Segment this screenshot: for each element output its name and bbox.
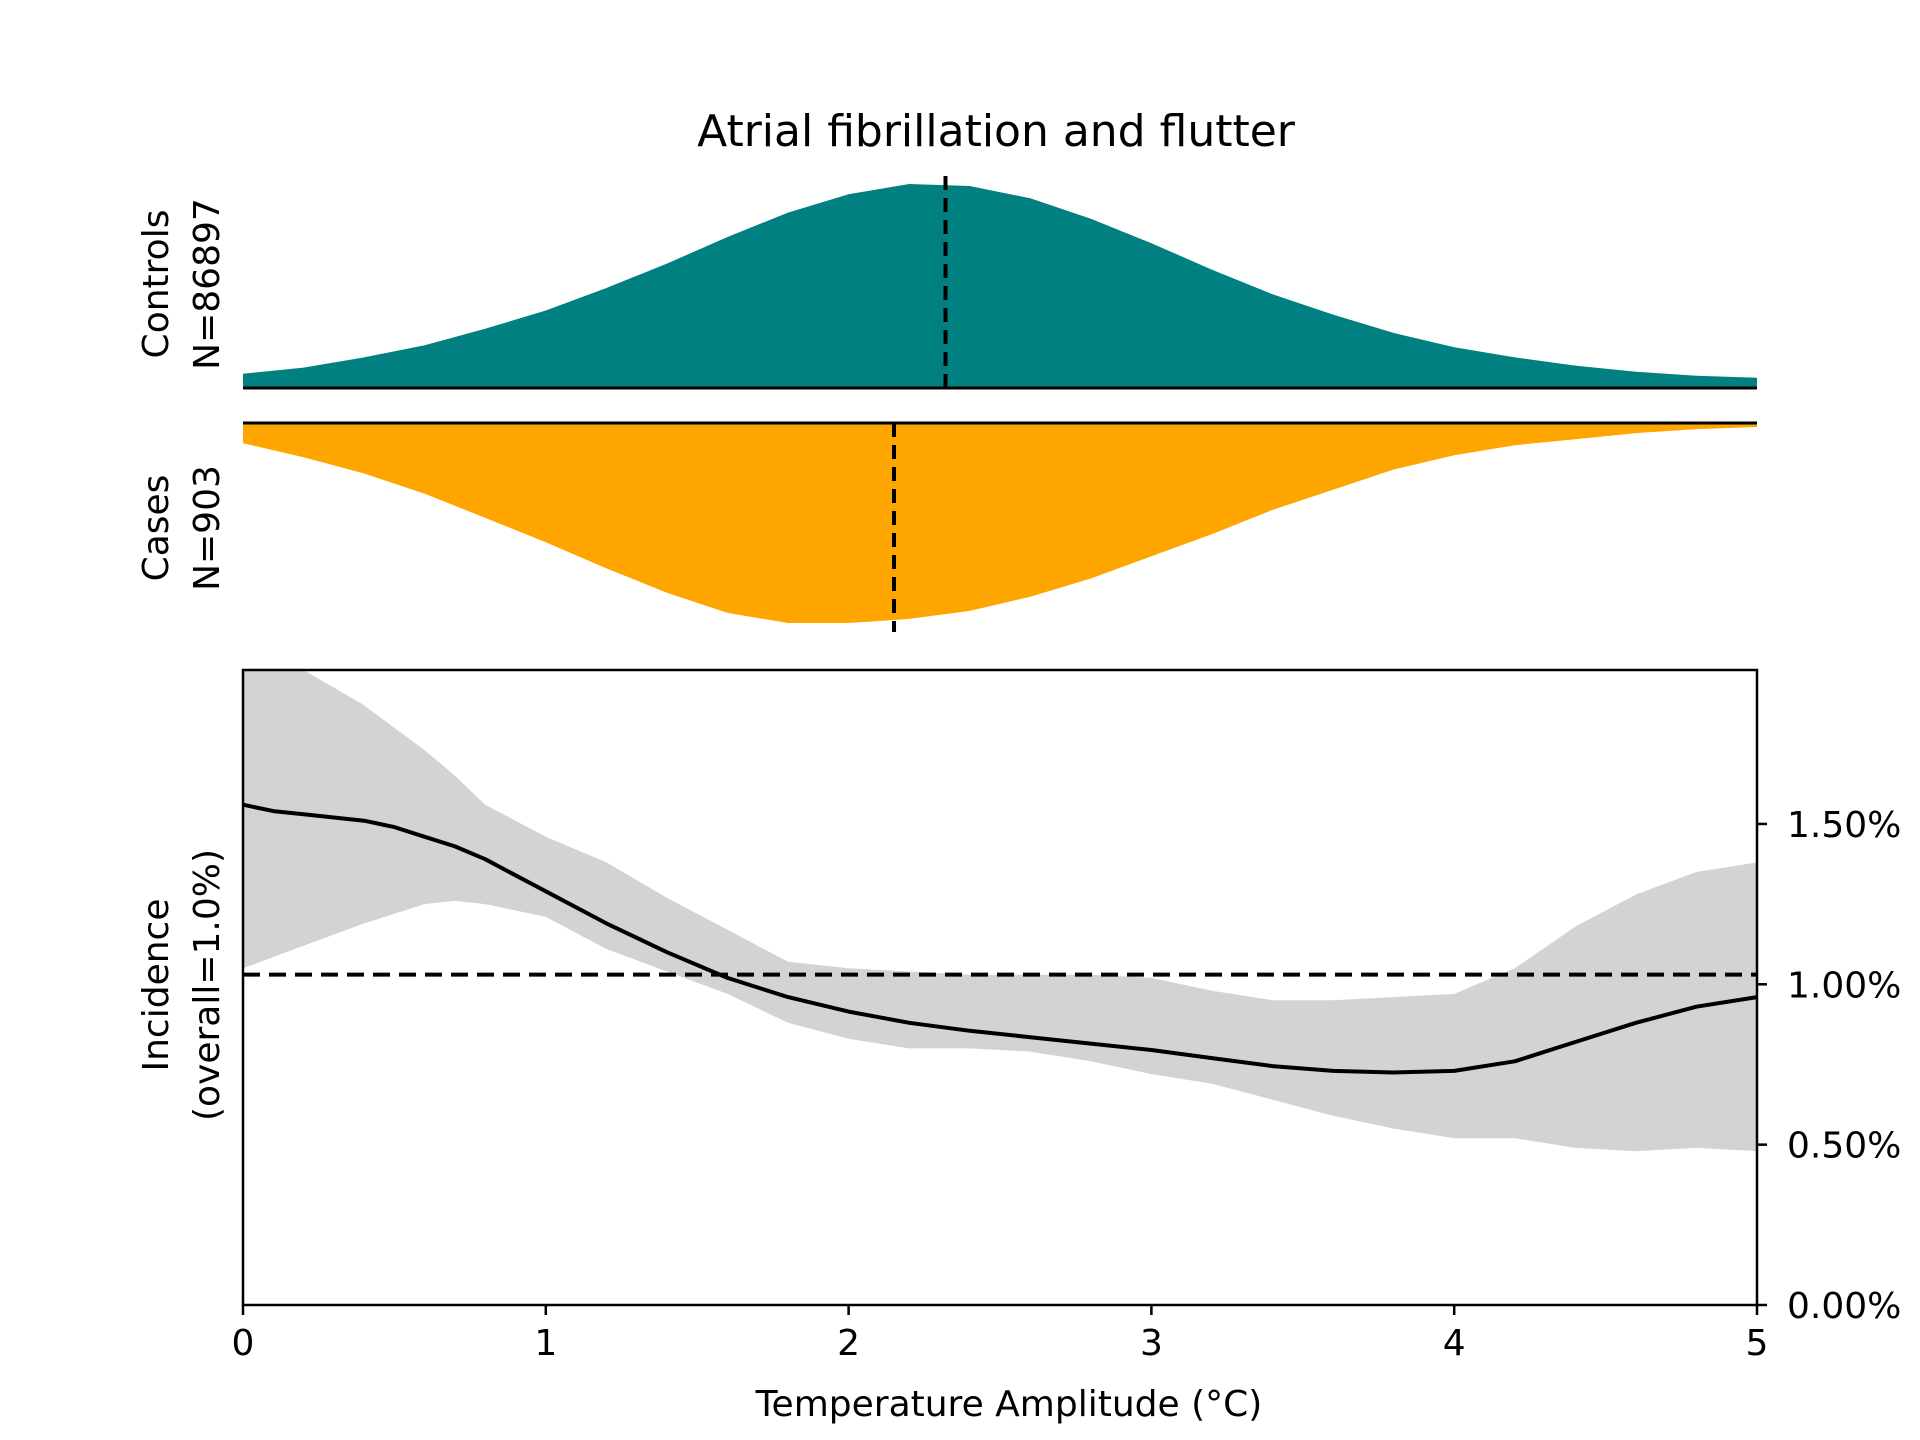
x-tick-label: 5 [1746, 1323, 1769, 1364]
cases-panel: Cases N=903 [136, 421, 1757, 632]
controls-density-area [243, 184, 1757, 388]
x-axis-ticks: 0 1 2 3 4 5 [232, 1305, 1769, 1364]
controls-panel: Controls N=86897 [136, 176, 1757, 390]
y-tick-label: 1.50% [1787, 805, 1901, 846]
x-tick-label: 4 [1443, 1323, 1466, 1364]
cases-count: N=903 [187, 465, 228, 591]
x-tick-label: 0 [232, 1323, 255, 1364]
confidence-band [243, 670, 1757, 1152]
incidence-line [242, 802, 1758, 1075]
cases-density-area [243, 423, 1757, 623]
y-axis-label-line2: (overall=1.0%) [187, 849, 228, 1121]
y-axis-label-line1: Incidence [136, 899, 177, 1072]
y-tick-label: 0.00% [1787, 1286, 1901, 1327]
chart-title: Atrial fibrillation and flutter [697, 106, 1296, 157]
x-tick-label: 1 [534, 1323, 557, 1364]
x-tick-label: 3 [1140, 1323, 1163, 1364]
cases-label: Cases [136, 475, 177, 582]
y-axis-ticks: 0.00% 0.50% 1.00% 1.50% [1757, 805, 1901, 1327]
y-tick-label: 1.00% [1787, 965, 1901, 1006]
x-tick-label: 2 [837, 1323, 860, 1364]
y-tick-label: 0.50% [1787, 1126, 1901, 1167]
incidence-panel: 0 1 2 3 4 5 0.00% 0.50% 1.00% 1.50% Temperature … [136, 668, 1901, 1425]
controls-label: Controls [136, 210, 177, 359]
x-axis-label: Temperature Amplitude (°C) [755, 1384, 1263, 1425]
controls-count: N=86897 [187, 198, 228, 370]
plot-frame [241, 668, 1759, 1307]
